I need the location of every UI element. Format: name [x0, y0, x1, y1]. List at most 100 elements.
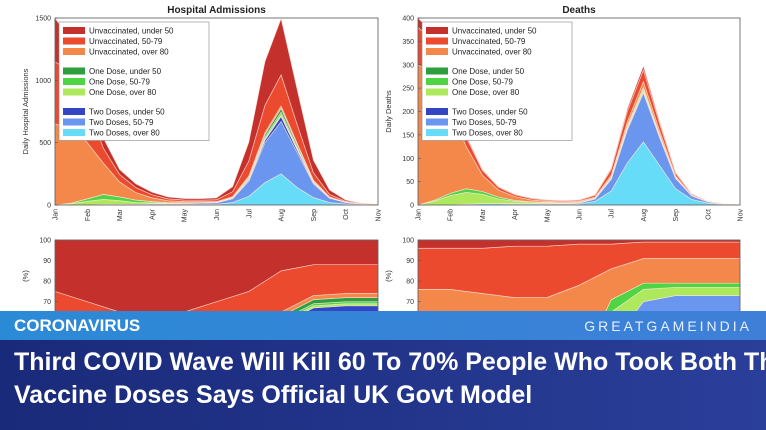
legend-swatch [426, 37, 448, 45]
stacked-area [55, 240, 378, 312]
legend-label: Unvaccinated, over 80 [89, 48, 169, 57]
legend-label: Two Doses, under 50 [452, 108, 528, 117]
stacked-area [634, 295, 740, 312]
category-tag: CORONAVIRUS [14, 316, 141, 335]
legend-swatch [426, 118, 448, 126]
legend-label: Two Doses, under 50 [89, 108, 165, 117]
areas [55, 18, 378, 205]
legend-label: Two Doses, 50-79 [452, 118, 517, 127]
legend-swatch [63, 27, 85, 34]
y-tick-label: 80 [406, 279, 414, 286]
legend-label: Unvaccinated, 50-79 [89, 37, 163, 46]
legend-label: Unvaccinated, 50-79 [452, 37, 526, 46]
x-tick-label: Aug [279, 209, 286, 222]
x-tick-label: May [182, 209, 189, 223]
chart-panel: 0 50 100 150 200 250 300 350 400 Jan Feb Mar Apr May J… [384, 5, 745, 222]
legend-label: One Dose, 50-79 [452, 78, 513, 87]
plot-frame [54, 17, 379, 206]
stacked-area [288, 297, 378, 312]
x-tick-label: Oct [343, 209, 350, 220]
chart-panel: 70 80 90 100 (%) [21, 238, 379, 313]
legend-label: One Dose, over 80 [89, 88, 157, 97]
x-tick-label: Jan [416, 209, 423, 220]
legend-swatch [63, 118, 85, 126]
chart-panel: 0 500 1000 1500 Jan Feb Mar Apr May Jun Jul Aug Sep O… [21, 5, 383, 222]
y-tick-label: 400 [402, 16, 414, 23]
legend-swatch [426, 78, 448, 85]
y-axis-label: Daily Deaths [384, 90, 393, 133]
legend-label: One Dose, under 50 [452, 67, 525, 76]
stacked-area [418, 18, 740, 205]
legend-swatch [63, 108, 85, 115]
legend-swatch [426, 48, 448, 55]
x-tick-label: Apr [512, 208, 519, 220]
y-tick-label: 150 [402, 132, 414, 139]
y-axis-label: (%) [384, 270, 393, 282]
y-tick-label: 90 [43, 258, 51, 265]
legend-label: Unvaccinated, under 50 [89, 27, 174, 36]
y-tick-label: 500 [39, 140, 51, 147]
legend-label: Two Doses, 50-79 [89, 118, 154, 127]
legend-swatch [63, 129, 85, 136]
x-tick-label: Sep [311, 209, 318, 222]
headline-line: Vaccine Doses Says Official UK Govt Mode… [14, 381, 533, 409]
stacked-area [55, 18, 378, 205]
y-tick-label: 100 [402, 238, 414, 245]
x-tick-label: Jun [577, 209, 584, 220]
x-tick-label: Nov [738, 209, 745, 222]
headline-bar: Third COVID Wave Will Kill 60 To 70% Peo… [0, 340, 766, 430]
y-axis-label: Daily Hospital Admissions [21, 68, 30, 154]
headline-line: Third COVID Wave Will Kill 60 To 70% Peo… [14, 348, 766, 376]
legend-swatch [63, 78, 85, 85]
stacked-area [418, 240, 740, 249]
x-tick-label: Aug [641, 209, 648, 222]
chart-title: Deaths [562, 5, 596, 16]
legend-label: Unvaccinated, under 50 [452, 27, 537, 36]
brand: GREATGAMEINDIA [584, 318, 752, 334]
x-tick-label: Jul [609, 209, 616, 218]
y-tick-label: 0 [47, 203, 51, 210]
y-tick-label: 250 [402, 86, 414, 93]
legend-swatch [426, 88, 448, 96]
x-tick-label: Apr [149, 208, 156, 220]
x-tick-label: Jul [246, 209, 253, 218]
x-tick-label: Jun [214, 209, 221, 220]
x-tick-label: Mar [117, 208, 124, 221]
x-tick-label: Sep [673, 209, 680, 222]
y-tick-label: 300 [402, 62, 414, 69]
y-tick-label: 80 [43, 279, 51, 286]
y-tick-label: 50 [406, 179, 414, 186]
legend-swatch [426, 129, 448, 136]
y-tick-label: 100 [402, 156, 414, 163]
legend-label: Unvaccinated, over 80 [452, 48, 532, 57]
x-tick-label: Oct [705, 209, 712, 220]
legend-label: Two Doses, over 80 [452, 129, 523, 138]
areas [55, 240, 378, 312]
legend-swatch [426, 67, 448, 75]
stacked-area [610, 286, 740, 312]
stacked-area [280, 293, 378, 312]
y-tick-label: 350 [402, 39, 414, 46]
legend-swatch [63, 67, 85, 75]
y-tick-label: 70 [43, 299, 51, 306]
y-tick-label: 100 [39, 238, 51, 245]
legend-label: Two Doses, over 80 [89, 129, 160, 138]
x-tick-label: Jan [53, 209, 60, 220]
legend-label: One Dose, under 50 [89, 67, 162, 76]
y-tick-label: 0 [410, 203, 414, 210]
category-bar: CORONAVIRUS GREATGAMEINDIA [0, 311, 766, 340]
legend-swatch [63, 88, 85, 96]
x-tick-label: Feb [85, 209, 92, 221]
legend-swatch [426, 108, 448, 115]
stacked-area [55, 264, 378, 312]
x-tick-label: May [544, 209, 551, 223]
legend-label: One Dose, over 80 [452, 88, 520, 97]
legend-swatch [63, 37, 85, 45]
y-tick-label: 70 [406, 299, 414, 306]
areas [418, 18, 740, 205]
y-tick-label: 1000 [35, 78, 51, 85]
